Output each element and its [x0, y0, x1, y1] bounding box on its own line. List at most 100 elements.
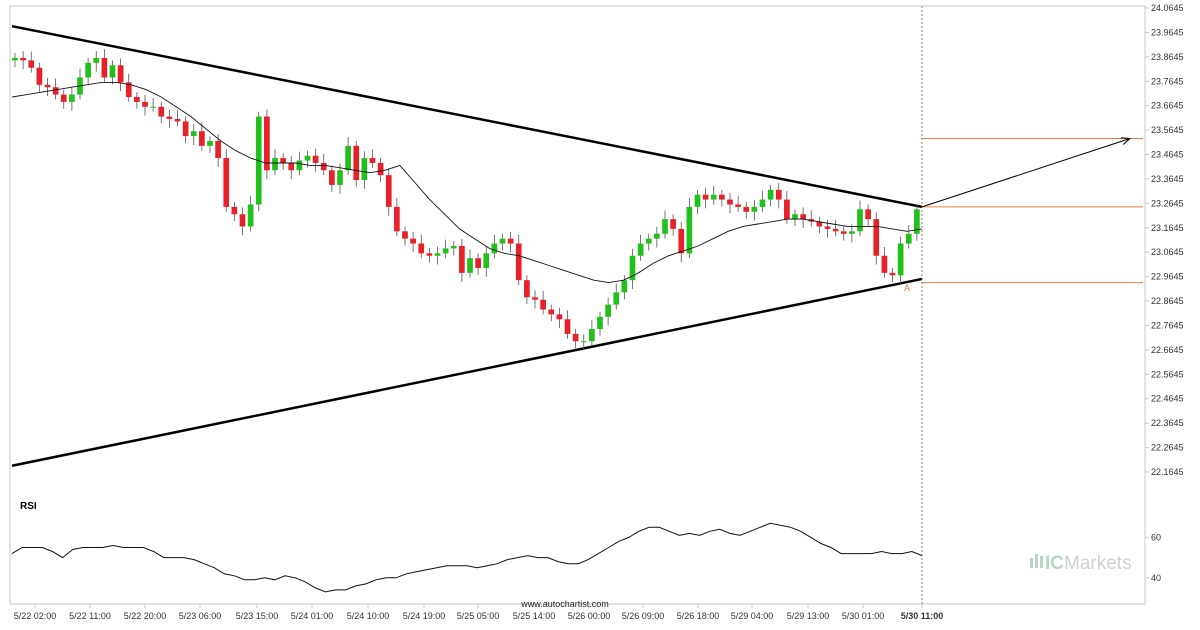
watermark-suffix: Markets [1064, 553, 1132, 574]
candle-body [589, 329, 595, 342]
candle-body [670, 219, 676, 229]
x-tick-label: 5/23 06:00 [179, 611, 222, 621]
source-text: www.autochartist.com [520, 599, 609, 609]
candle-body [857, 209, 863, 232]
candle [775, 182, 782, 209]
candle [881, 246, 888, 278]
x-tick-label: 5/25 05:00 [457, 611, 500, 621]
candle [223, 149, 230, 212]
plot-area-frame [9, 5, 1146, 605]
candle [889, 267, 896, 283]
candle-body [491, 243, 498, 254]
candle [231, 202, 238, 222]
candle [467, 249, 473, 278]
candle-body [207, 140, 213, 146]
candle-body [239, 214, 246, 227]
candle-body [101, 57, 108, 78]
candle-body [686, 206, 693, 254]
candle [459, 239, 465, 282]
candle [816, 216, 823, 234]
candle [621, 275, 628, 300]
x-tick-label: 5/22 02:00 [14, 611, 57, 621]
candle [597, 311, 603, 336]
point-label: A [904, 283, 910, 293]
x-axis-ticks: 5/22 02:00 5/22 11:00 5/22 20:00 5/23 06:00… [14, 6, 943, 621]
candle-body [832, 228, 839, 232]
candle-body [280, 158, 286, 163]
y-tick-label: 23.7645 [1151, 76, 1184, 86]
candle [580, 334, 587, 351]
candle [385, 168, 392, 216]
candle-body [515, 243, 522, 281]
candle-body [678, 228, 685, 254]
candle-body [125, 82, 132, 98]
candle-body [735, 204, 741, 207]
x-tick-label: 5/26 00:00 [568, 611, 611, 621]
candle [182, 116, 189, 143]
candle [264, 109, 270, 180]
candle-body [190, 131, 197, 137]
candle-body [564, 319, 571, 334]
rsi-tick-label: 60 [1151, 532, 1161, 542]
y-tick-label: 23.1645 [1151, 223, 1184, 233]
watermark-logo: ICMarkets [1030, 553, 1132, 574]
x-tick-label: 5/30 01:00 [842, 611, 885, 621]
candle [434, 246, 441, 265]
candle-body [483, 253, 490, 268]
candle-body [223, 158, 230, 207]
candle-body [499, 238, 506, 244]
candle-body [475, 258, 481, 268]
candle [499, 233, 506, 251]
candle-body [532, 297, 538, 300]
candle-body [231, 206, 238, 215]
candle-body [629, 255, 636, 281]
candle [515, 234, 522, 286]
candle [556, 307, 563, 329]
y-tick-label: 23.5645 [1151, 125, 1184, 135]
candle-body [28, 60, 35, 68]
candle-body [694, 194, 701, 207]
candle-body [410, 238, 416, 244]
candle [450, 241, 457, 256]
candle-body [824, 226, 831, 229]
rsi-line [11, 522, 923, 593]
candle [914, 204, 920, 241]
candle-body [134, 97, 140, 102]
candle [645, 233, 652, 251]
candle [719, 189, 725, 207]
candle-body [580, 341, 587, 343]
candle [710, 185, 717, 205]
candle-body [377, 162, 384, 176]
candle [394, 198, 400, 237]
candle-body [337, 170, 343, 185]
y-tick-label: 23.9645 [1151, 27, 1184, 37]
candle [166, 109, 173, 128]
rsi-path [11, 522, 923, 593]
y-tick-label: 23.2645 [1151, 198, 1184, 208]
candle [686, 198, 693, 259]
candle [28, 51, 35, 73]
x-tick-label: 5/26 18:00 [677, 611, 720, 621]
candle [743, 202, 750, 219]
candle-body [52, 87, 59, 95]
y-tick-label: 22.5645 [1151, 369, 1184, 379]
candle-body [272, 158, 278, 171]
candle [199, 122, 205, 151]
x-tick-label: 5/22 11:00 [69, 611, 111, 621]
candle [654, 226, 660, 248]
candle-body [881, 255, 888, 273]
candle-body [743, 206, 750, 212]
x-tick-label: 5/22 20:00 [124, 611, 167, 621]
candle [109, 60, 116, 85]
candle-body [800, 214, 806, 220]
candle [101, 49, 108, 83]
candle [239, 207, 246, 236]
candle [20, 51, 26, 70]
candle [475, 253, 481, 275]
candle [442, 239, 449, 259]
candle [613, 283, 620, 310]
candle-body [93, 57, 100, 63]
candle-body [905, 233, 912, 244]
candle-body [507, 238, 514, 244]
